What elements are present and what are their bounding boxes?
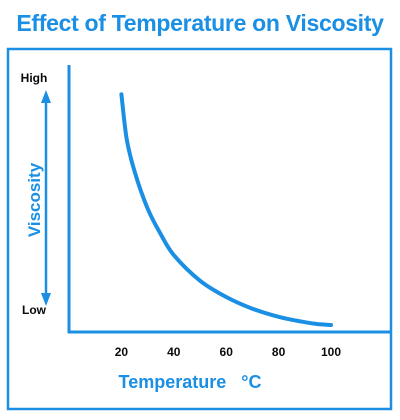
y-arrow-head-down xyxy=(41,293,51,306)
x-tick-label: 100 xyxy=(321,345,341,359)
x-axis-unit: °C xyxy=(241,372,261,392)
y-tick-low: Low xyxy=(22,303,47,317)
x-tick-label: 40 xyxy=(167,345,181,359)
chart-frame xyxy=(6,47,393,411)
chart-title: Effect of Temperature on Viscosity xyxy=(16,10,384,36)
x-axis-label-text: Temperature xyxy=(119,372,227,392)
series-curve xyxy=(119,92,333,327)
x-tick-label: 80 xyxy=(272,345,286,359)
y-tick-high: High xyxy=(21,71,48,85)
x-axis-label: Temperature °C xyxy=(119,372,262,392)
x-tick-labels: 20 40 60 80 100 xyxy=(115,345,342,359)
y-axis-label: Viscosity xyxy=(25,162,44,237)
x-tick-label: 20 xyxy=(115,345,129,359)
y-arrow-head-up xyxy=(41,90,51,103)
y-axis-arrow-icon xyxy=(41,90,51,306)
x-tick-label: 60 xyxy=(220,345,234,359)
